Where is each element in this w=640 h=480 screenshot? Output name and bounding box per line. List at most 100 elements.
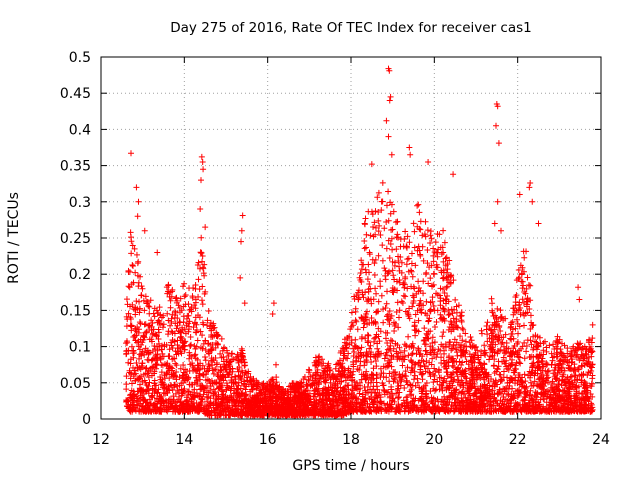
data-point: [515, 275, 522, 282]
data-point: [502, 349, 509, 356]
data-point: [376, 404, 383, 411]
data-point: [270, 410, 277, 417]
data-point: [387, 240, 394, 247]
data-point: [195, 276, 202, 283]
data-point: [195, 293, 202, 300]
data-point: [207, 387, 214, 394]
data-point: [380, 400, 387, 407]
data-point: [400, 397, 407, 404]
data-point: [127, 360, 134, 367]
data-point: [564, 350, 571, 357]
data-point: [519, 285, 526, 292]
data-point: [558, 382, 565, 388]
data-point: [512, 302, 519, 309]
data-point: [458, 313, 465, 320]
data-point: [516, 301, 523, 308]
data-point: [362, 400, 369, 407]
data-point: [209, 341, 216, 348]
data-point: [437, 285, 444, 292]
data-point: [195, 259, 202, 266]
data-point: [525, 406, 532, 413]
data-point: [431, 365, 438, 372]
data-point: [171, 372, 178, 379]
data-point: [414, 375, 421, 382]
data-point: [222, 364, 229, 371]
data-point: [192, 282, 199, 289]
data-point: [358, 314, 365, 321]
data-point: [186, 285, 193, 292]
data-point: [505, 399, 512, 406]
data-point: [447, 318, 454, 325]
data-point: [568, 366, 575, 373]
data-point: [554, 375, 561, 382]
data-point: [482, 389, 489, 396]
data-point: [450, 326, 457, 333]
data-point: [520, 248, 527, 255]
data-point: [239, 353, 246, 360]
data-point: [439, 405, 446, 412]
data-point: [479, 365, 486, 372]
data-point: [175, 393, 182, 400]
data-point: [257, 387, 264, 394]
data-point: [409, 350, 416, 357]
data-point: [180, 369, 187, 376]
data-point: [403, 261, 410, 268]
data-point: [202, 354, 209, 361]
data-point: [148, 317, 155, 324]
data-point: [358, 257, 365, 264]
data-point: [191, 379, 198, 386]
data-point: [129, 261, 136, 268]
data-point: [234, 351, 241, 358]
data-point: [439, 333, 446, 340]
data-point: [440, 316, 447, 323]
data-point: [484, 338, 491, 345]
data-point: [398, 259, 405, 266]
data-point: [205, 307, 212, 314]
data-point: [398, 269, 405, 276]
data-point: [462, 370, 469, 377]
data-point: [185, 391, 192, 398]
data-point: [386, 370, 393, 377]
data-point: [432, 323, 439, 330]
data-point: [589, 348, 596, 355]
data-point: [401, 347, 408, 354]
data-point: [446, 257, 453, 264]
data-point: [232, 373, 239, 380]
data-point: [422, 233, 429, 240]
data-point: [198, 398, 205, 405]
data-point: [141, 307, 148, 314]
data-point: [151, 377, 158, 384]
data-point: [516, 359, 523, 366]
data-point: [287, 406, 294, 413]
data-point: [548, 361, 555, 368]
data-point: [423, 351, 430, 358]
data-point: [521, 371, 528, 378]
data-point: [147, 367, 154, 374]
data-point: [323, 397, 330, 404]
data-point: [381, 225, 388, 232]
data-point: [466, 339, 473, 346]
data-point: [431, 387, 438, 394]
data-point: [487, 327, 494, 334]
data-point: [515, 354, 522, 361]
data-point: [233, 380, 240, 387]
data-point: [521, 312, 528, 319]
data-point: [418, 371, 425, 378]
data-point: [480, 401, 487, 408]
data-point: [347, 369, 354, 376]
data-point: [372, 224, 379, 231]
data-point: [136, 351, 143, 358]
data-point: [140, 333, 147, 340]
data-point: [425, 328, 432, 335]
data-point: [375, 348, 382, 355]
data-point: [388, 363, 395, 370]
data-point: [140, 297, 147, 304]
data-point: [212, 396, 219, 403]
data-point: [410, 297, 417, 304]
data-point: [461, 391, 468, 398]
data-point: [320, 385, 327, 392]
data-point: [515, 267, 522, 274]
data-point: [251, 412, 258, 419]
data-point: [350, 322, 357, 329]
data-point: [453, 349, 460, 356]
